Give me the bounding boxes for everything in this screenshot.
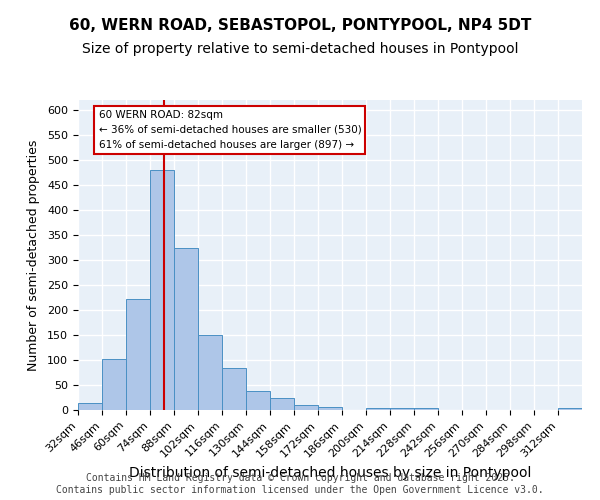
Bar (174, 248, 198, 410)
Bar (366, 408, 390, 410)
Text: Contains HM Land Registry data © Crown copyright and database right 2025.
Contai: Contains HM Land Registry data © Crown c… (56, 474, 544, 495)
Bar (270, 398, 294, 410)
Bar (198, 335, 222, 410)
Bar (150, 170, 174, 410)
X-axis label: Distribution of semi-detached houses by size in Pontypool: Distribution of semi-detached houses by … (129, 466, 531, 479)
Bar (78, 402, 102, 410)
Text: 60, WERN ROAD, SEBASTOPOL, PONTYPOOL, NP4 5DT: 60, WERN ROAD, SEBASTOPOL, PONTYPOOL, NP… (69, 18, 531, 32)
Text: 60 WERN ROAD: 82sqm
← 36% of semi-detached houses are smaller (530)
61% of semi-: 60 WERN ROAD: 82sqm ← 36% of semi-detach… (98, 110, 361, 150)
Bar (246, 391, 270, 410)
Bar (222, 368, 246, 410)
Text: Size of property relative to semi-detached houses in Pontypool: Size of property relative to semi-detach… (82, 42, 518, 56)
Bar (318, 407, 342, 410)
Y-axis label: Number of semi-detached properties: Number of semi-detached properties (27, 140, 40, 370)
Bar (414, 408, 438, 410)
Bar (390, 408, 414, 410)
Bar (126, 299, 150, 410)
Bar (102, 358, 126, 410)
Bar (558, 408, 582, 410)
Bar (294, 404, 318, 410)
